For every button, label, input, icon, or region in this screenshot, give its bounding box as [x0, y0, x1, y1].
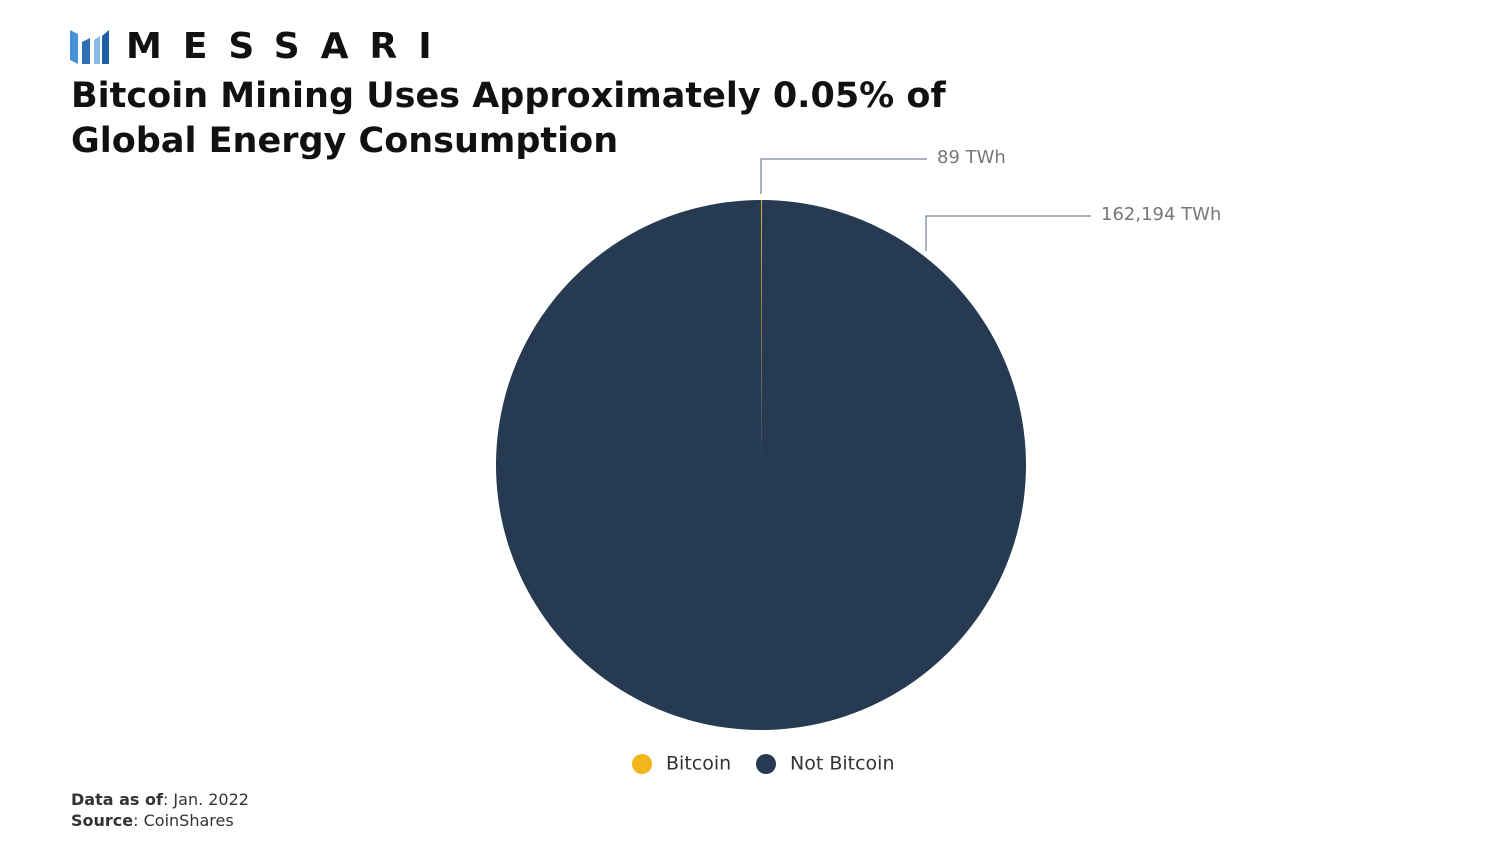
legend-label: Bitcoin [666, 753, 731, 775]
pie-slice [761, 200, 762, 465]
leader-line [925, 215, 1091, 251]
date: : Jan. 2022 [162, 790, 249, 809]
pie-slice [495, 200, 1026, 731]
data-label: 89 TWh [937, 147, 1006, 168]
source: : CoinShares [133, 811, 234, 830]
footer: Data as of: Jan. 2022 Source: CoinShares [71, 789, 249, 831]
leader-line [760, 158, 927, 194]
legend-label: Not Bitcoin [790, 753, 894, 775]
data-label: 162,194 TWh [1101, 204, 1221, 225]
chart-title: Bitcoin Mining Uses Approximately 0.05% … [71, 76, 946, 161]
logo-icon [70, 30, 109, 64]
legend-swatch [632, 754, 652, 774]
brand: MESSARI [126, 26, 453, 67]
legend-swatch [756, 754, 776, 774]
source-label: Source [71, 811, 134, 830]
date-label: Data as of [71, 790, 163, 809]
